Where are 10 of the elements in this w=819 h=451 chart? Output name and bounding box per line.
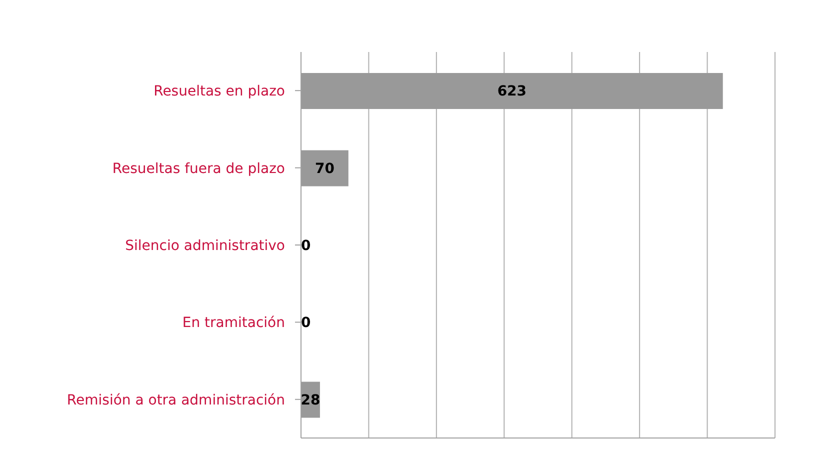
data-label: 70 [314,160,335,177]
y-tick-label: En tramitación [182,315,285,332]
data-label: 0 [301,238,311,254]
y-tick-label: Resueltas fuera de plazo [112,160,285,177]
data-label: 623 [497,84,527,100]
y-tick-label: Remisión a otra administración [66,392,285,408]
y-tick-label: Resueltas en plazo [154,84,285,100]
y-tick-label: Silencio administrativo [125,238,285,254]
data-label: 28 [300,392,320,408]
data-label: 0 [301,315,311,332]
